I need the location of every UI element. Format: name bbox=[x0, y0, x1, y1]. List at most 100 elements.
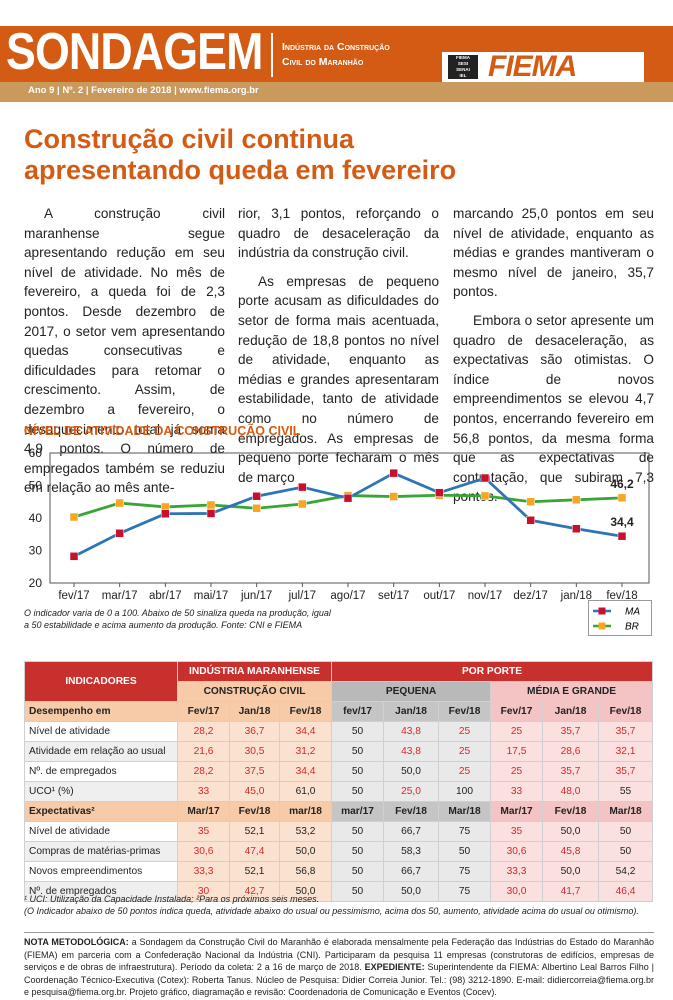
period-header: Fev/18 bbox=[598, 701, 654, 722]
y-tick-label: 20 bbox=[29, 576, 43, 590]
table-cell: 34,4 bbox=[278, 761, 333, 782]
table-cell: 25 bbox=[438, 761, 492, 782]
period-header: fev/17 bbox=[331, 701, 385, 722]
series-br-point bbox=[617, 493, 627, 503]
series-ma-point bbox=[435, 488, 444, 497]
table-cell: 25 bbox=[490, 761, 544, 782]
series-ma-point bbox=[115, 529, 124, 538]
series-br-point bbox=[206, 500, 216, 510]
table-cell: 50,0 bbox=[383, 761, 440, 782]
subtitle-line-1: Indústria da Construção bbox=[282, 41, 390, 53]
table-cell: 43,8 bbox=[383, 741, 440, 762]
table-cell: 47,4 bbox=[229, 841, 280, 862]
table-cell: 34,4 bbox=[278, 721, 333, 742]
article-paragraph: rior, 3,1 pontos, reforçando o quadro de… bbox=[238, 206, 439, 261]
row-label: Novos empreendimentos bbox=[24, 861, 178, 882]
table-cell: 54,2 bbox=[598, 861, 654, 882]
table-cell: 42,7 bbox=[229, 881, 280, 902]
methodology-text: a Sondagem da Construção Civil do Maranh… bbox=[24, 937, 654, 973]
table-cell: 50 bbox=[331, 721, 385, 742]
period-header: mar/17 bbox=[331, 801, 385, 822]
table-cell: 50 bbox=[331, 861, 385, 882]
fiema-logo: FIEMA bbox=[488, 50, 577, 83]
section-label: Desempenho em bbox=[24, 701, 178, 722]
series-br-point bbox=[389, 492, 398, 501]
y-tick-label: 30 bbox=[29, 544, 43, 558]
series-ma-point bbox=[480, 473, 490, 483]
period-header: Fev/18 bbox=[542, 801, 600, 822]
table-cell: 50,0 bbox=[542, 861, 600, 882]
period-header: Mar/18 bbox=[598, 801, 654, 822]
x-tick-label: dez/17 bbox=[513, 590, 548, 602]
row-label: Nível de atividade bbox=[24, 721, 178, 742]
series-ma-point bbox=[526, 516, 535, 525]
period-header: Fev/18 bbox=[438, 701, 492, 722]
series-ma-point bbox=[161, 509, 170, 519]
table-cell: 50 bbox=[331, 881, 385, 902]
table-cell: 30 bbox=[177, 881, 230, 902]
y-tick-label: 40 bbox=[29, 511, 43, 525]
series-ma-line bbox=[73, 471, 623, 558]
table-row: Nº. de empregados 28,2 37,5 34,4 50 50,0 25 25 3… bbox=[24, 761, 654, 782]
publication-subtitle: Indústria da Construção Civil do Maranhã… bbox=[282, 40, 390, 70]
x-tick-label: ago/17 bbox=[330, 590, 365, 602]
header-divider bbox=[271, 33, 273, 77]
series-ma-point bbox=[298, 482, 307, 492]
row-label: Nº. de empregados bbox=[24, 881, 178, 902]
section-label: Expectativas² bbox=[24, 801, 178, 822]
series-ma-point bbox=[389, 468, 398, 478]
table-cell: 50 bbox=[598, 821, 654, 842]
headline-line-2: apresentando queda em fevereiro bbox=[24, 155, 457, 185]
row-label: Compras de matérias-primas bbox=[24, 841, 178, 862]
media-grande-header: MÉDIA E GRANDE bbox=[490, 681, 654, 702]
fiema-system-mini-logo: FIEMA SESI SENAI IEL bbox=[448, 55, 478, 79]
industria-ma-header: INDÚSTRIA MARANHENSE bbox=[176, 661, 333, 682]
table-cell: 48,0 bbox=[542, 781, 600, 802]
table-cell: 33,3 bbox=[490, 861, 544, 882]
series-ma-point bbox=[69, 552, 79, 561]
table-cell: 66,7 bbox=[383, 861, 440, 882]
table-cell: 50 bbox=[331, 741, 385, 762]
methodology-label: NOTA METODOLÓGICA: bbox=[24, 937, 129, 947]
x-tick-label: mai/17 bbox=[194, 590, 229, 602]
x-tick-label: jun/17 bbox=[240, 590, 272, 602]
period-header: Jan/18 bbox=[229, 701, 280, 722]
x-tick-label: fev/18 bbox=[606, 590, 637, 602]
table-cell: 32,1 bbox=[598, 741, 654, 762]
publication-title: SONDAGEM bbox=[6, 23, 263, 81]
table-cell: 28,2 bbox=[177, 721, 230, 742]
table-cell: 33,3 bbox=[177, 861, 230, 882]
series-br-point bbox=[115, 498, 124, 508]
table-cell: 35,7 bbox=[542, 721, 600, 742]
legend-br-label: BR bbox=[625, 622, 639, 633]
table-cell: 50 bbox=[331, 781, 385, 802]
table-cell: 66,7 bbox=[383, 821, 440, 842]
table-footnote: ¹ UCI: Utilização da Capacidade Instalad… bbox=[24, 894, 320, 904]
table-cell: 50 bbox=[438, 841, 492, 862]
mini-logo-line: IEL bbox=[459, 73, 467, 78]
indicators-header: INDICADORES bbox=[24, 661, 178, 702]
table-cell: 28,2 bbox=[177, 761, 230, 782]
article-column-3: marcando 25,0 pontos em seu nível de ati… bbox=[453, 204, 654, 507]
period-header: Fev/17 bbox=[177, 701, 230, 722]
expediente-text: Superintendente da FIEMA: Albertino Leal… bbox=[24, 962, 654, 998]
table-cell: 25 bbox=[438, 721, 492, 742]
expediente-label: EXPEDIENTE: bbox=[364, 962, 425, 973]
table-cell: 75 bbox=[438, 821, 492, 842]
table-cell: 35 bbox=[177, 821, 230, 842]
table-cell: 50,0 bbox=[542, 821, 600, 842]
table-cell: 50 bbox=[598, 841, 654, 862]
table-cell: 35,7 bbox=[542, 761, 600, 782]
table-cell: 36,7 bbox=[229, 721, 280, 742]
series-br-point bbox=[298, 499, 307, 509]
table-cell: 50 bbox=[331, 761, 385, 782]
series-ma-point bbox=[252, 491, 261, 501]
table-cell: 17,5 bbox=[490, 741, 544, 762]
table-cell: 30,6 bbox=[490, 841, 544, 862]
article-paragraph: A construção civil maranhense segue apre… bbox=[24, 206, 225, 496]
table-cell: 75 bbox=[438, 861, 492, 882]
por-porte-header: POR PORTE bbox=[331, 661, 654, 682]
row-label: Nº. de empregados bbox=[24, 761, 178, 782]
article-column-2: rior, 3,1 pontos, reforçando o quadro de… bbox=[238, 204, 439, 487]
period-header: Mar/17 bbox=[177, 801, 230, 822]
